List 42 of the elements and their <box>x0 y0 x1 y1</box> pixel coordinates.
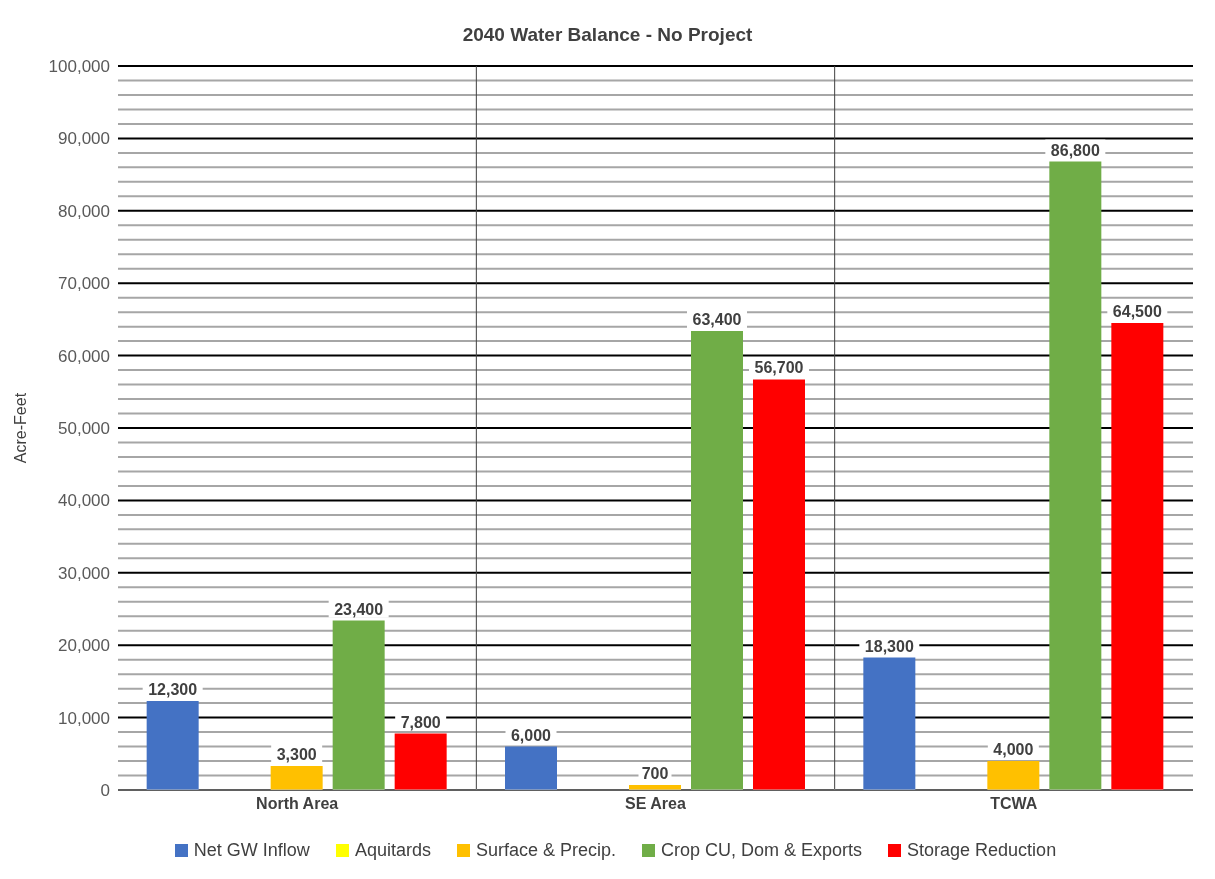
data-label: 64,500 <box>1112 303 1162 321</box>
data-label: 23,400 <box>334 600 384 618</box>
y-tick-label: 0 <box>100 781 110 801</box>
y-axis-title: Acre-Feet <box>11 392 29 464</box>
bar <box>753 379 805 790</box>
legend-label: Crop CU, Dom & Exports <box>660 840 863 861</box>
y-tick-label: 60,000 <box>58 346 110 366</box>
data-label: 7,800 <box>400 713 441 731</box>
y-tick-label: 80,000 <box>58 201 110 221</box>
data-label: 56,700 <box>754 359 804 377</box>
y-tick-label: 20,000 <box>58 636 110 656</box>
y-tick-label: 30,000 <box>58 563 110 583</box>
y-tick-label: 70,000 <box>58 274 110 294</box>
data-label: 3,300 <box>276 746 317 764</box>
bar <box>505 746 557 790</box>
data-label: 6,000 <box>510 726 552 744</box>
legend-label: Net GW Inflow <box>193 840 310 861</box>
data-label: 63,400 <box>692 310 742 328</box>
bar <box>146 700 199 790</box>
y-tick-label: 50,000 <box>58 419 110 439</box>
x-tick-label: North Area <box>256 795 339 813</box>
y-tick-label: 100,000 <box>48 57 110 77</box>
data-label: 86,800 <box>1050 141 1100 159</box>
bar <box>270 766 323 790</box>
data-label: 12,300 <box>148 680 198 698</box>
bar <box>1049 161 1102 790</box>
legend-label: Storage Reduction <box>907 840 1057 861</box>
x-tick-label: SE Area <box>625 795 686 813</box>
bar <box>1111 323 1164 790</box>
y-tick-label: 10,000 <box>58 708 110 728</box>
bar <box>863 657 916 790</box>
data-label: 18,300 <box>864 637 914 655</box>
x-tick-label: TCWA <box>990 795 1038 813</box>
data-label: 700 <box>641 764 669 782</box>
y-tick-label: 40,000 <box>58 491 110 511</box>
data-label: 4,000 <box>993 741 1034 759</box>
bar <box>987 761 1040 790</box>
legend-label: Surface & Precip. <box>475 840 616 861</box>
bar <box>394 733 447 790</box>
y-tick-label: 90,000 <box>58 129 110 149</box>
chart-title: 2040 Water Balance - No Project <box>461 23 754 47</box>
legend-label: Aquitards <box>354 840 431 861</box>
